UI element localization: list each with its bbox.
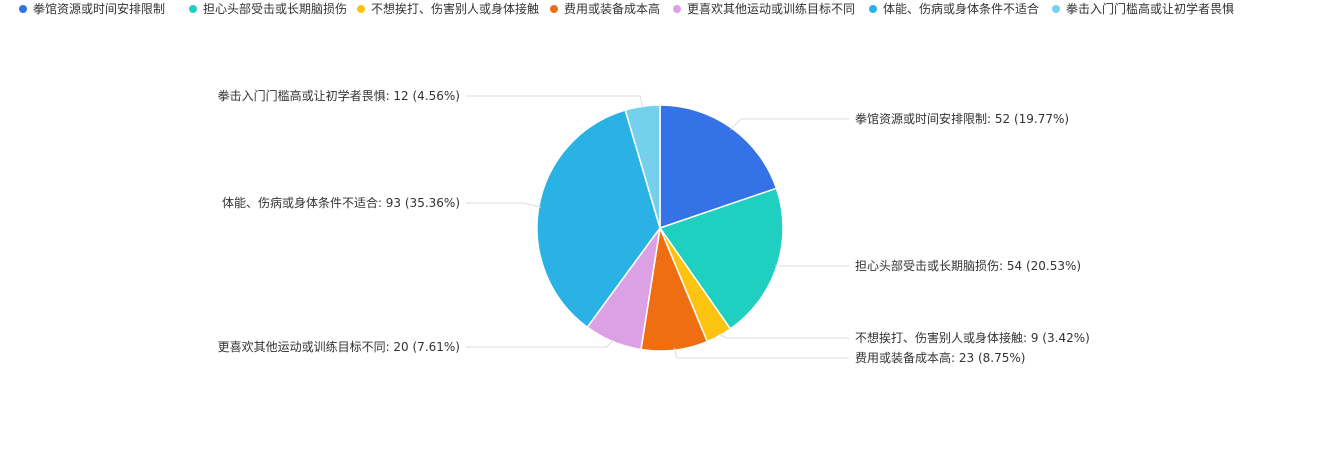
slice-label: 拳击入门门槛高或让初学者畏惧: 12 (4.56%) [218,88,460,103]
legend-item[interactable]: 不想挨打、伤害别人或身体接触 [357,1,539,16]
legend-item[interactable]: 拳击入门门槛高或让初学者畏惧 [1052,1,1234,16]
legend-label: 不想挨打、伤害别人或身体接触 [371,1,539,16]
legend-item[interactable]: 体能、伤病或身体条件不适合 [869,1,1039,16]
legend-item[interactable]: 担心头部受击或长期脑损伤 [189,1,347,16]
legend-label: 拳馆资源或时间安排限制 [33,1,165,16]
leader-lines [466,95,849,359]
legend-marker [357,5,365,13]
legend-marker [869,5,877,13]
slice-label: 担心头部受击或长期脑损伤: 54 (20.53%) [855,258,1081,273]
legend-label: 更喜欢其他运动或训练目标不同 [687,1,855,16]
slice-label: 更喜欢其他运动或训练目标不同: 20 (7.61%) [218,339,460,354]
pie-slices [536,104,784,352]
leader-line [466,339,614,348]
legend-item[interactable]: 更喜欢其他运动或训练目标不同 [673,1,855,16]
leader-line [730,118,849,130]
pie-slice[interactable] [658,187,784,330]
legend-label: 拳击入门门槛高或让初学者畏惧 [1066,1,1234,16]
slice-label: 不想挨打、伤害别人或身体接触: 9 (3.42%) [855,330,1090,345]
legend-label: 费用或装备成本高 [564,1,660,16]
slice-label: 体能、伤病或身体条件不适合: 93 (35.36%) [222,195,460,210]
legend-marker [673,5,681,13]
leader-line [466,202,541,208]
leader-line [466,95,644,109]
legend-marker [189,5,197,13]
legend-label: 体能、伤病或身体条件不适合 [883,1,1039,16]
legend: 拳馆资源或时间安排限制 担心头部受击或长期脑损伤 不想挨打、伤害别人或身体接触 费用或… [19,1,1234,16]
slice-label: 费用或装备成本高: 23 (8.75%) [855,350,1025,365]
legend-marker [19,5,27,13]
legend-marker [550,5,558,13]
legend-item[interactable]: 费用或装备成本高 [550,1,660,16]
leader-line [717,333,849,339]
slice-labels: 拳馆资源或时间安排限制: 52 (19.77%) 担心头部受击或长期脑损伤: 54… [218,88,1090,365]
legend-label: 担心头部受击或长期脑损伤 [203,1,347,16]
slice-label: 拳馆资源或时间安排限制: 52 (19.77%) [855,111,1069,126]
leader-line [673,347,849,359]
legend-marker [1052,5,1060,13]
legend-item[interactable]: 拳馆资源或时间安排限制 [19,1,165,16]
